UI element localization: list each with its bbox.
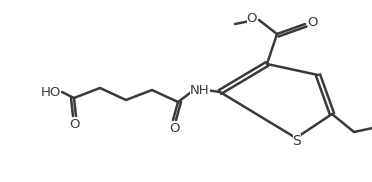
Text: O: O [169, 122, 180, 134]
Text: O: O [308, 15, 318, 29]
Text: HO: HO [41, 86, 61, 98]
Text: O: O [69, 118, 80, 130]
Text: S: S [293, 134, 301, 148]
Text: O: O [247, 11, 257, 25]
Text: NH: NH [190, 84, 210, 96]
